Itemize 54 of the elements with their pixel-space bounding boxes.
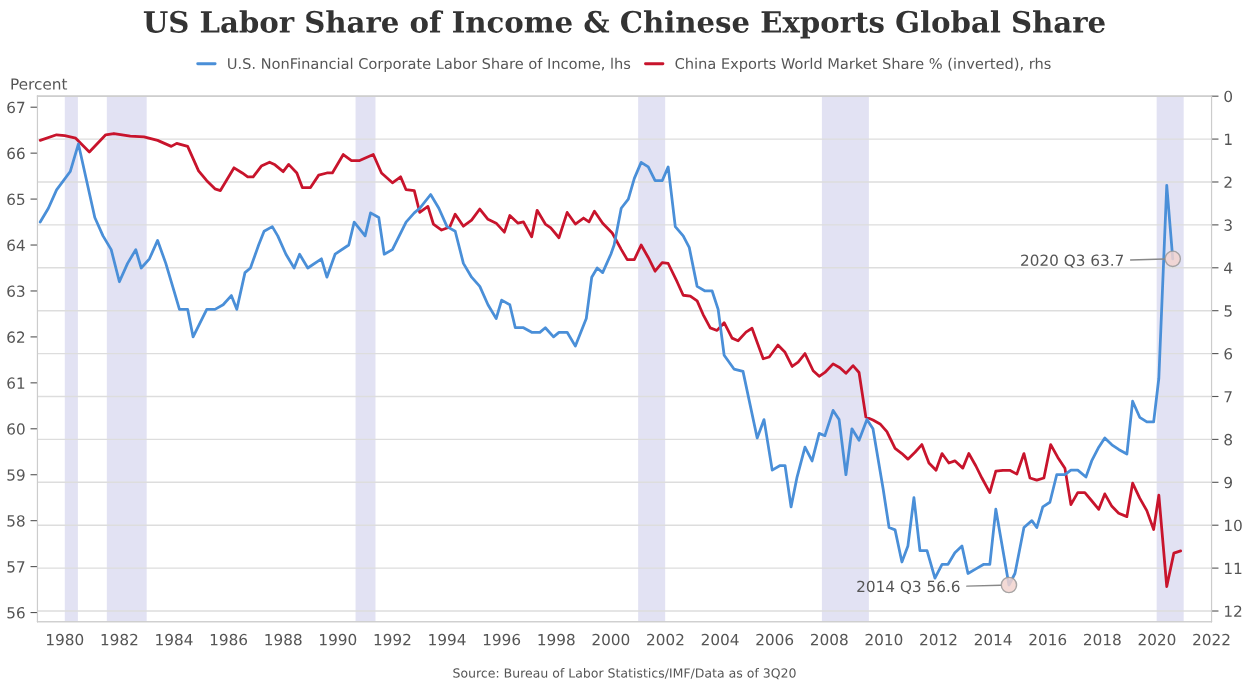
x-tick-label: 2012 bbox=[920, 633, 957, 646]
x-tick-label: 1994 bbox=[429, 633, 466, 646]
y-tick-label: 64 bbox=[7, 239, 25, 252]
x-tick-label: 2008 bbox=[810, 633, 848, 646]
x-tick-label: 2022 bbox=[1193, 633, 1230, 646]
y2-tick-label: 9 bbox=[1224, 476, 1232, 489]
x-tick-label: 1990 bbox=[320, 633, 357, 646]
y-tick-label: 62 bbox=[7, 331, 25, 343]
y-tick-label: 59 bbox=[7, 469, 25, 481]
y-tick-label: 56 bbox=[7, 607, 25, 619]
y-tick-label: 65 bbox=[7, 193, 25, 206]
x-tick-label: 2014 bbox=[974, 633, 1012, 646]
y-tick-label: 66 bbox=[7, 147, 25, 160]
y2-tick-label: 2 bbox=[1224, 176, 1232, 188]
x-tick-label: 2018 bbox=[1083, 633, 1121, 646]
y2-tick-label: 7 bbox=[1224, 391, 1232, 403]
y2-tick-label: 10 bbox=[1225, 519, 1242, 532]
x-tick-label: 2000 bbox=[592, 633, 630, 646]
y2-tick-label: 12 bbox=[1225, 605, 1242, 617]
y2-tick-label: 6 bbox=[1224, 348, 1233, 360]
annotation: 2020 Q3 63.7 bbox=[1021, 254, 1124, 268]
x-tick-label: 1986 bbox=[210, 633, 248, 646]
y-tick-label: 58 bbox=[7, 515, 25, 527]
x-tick-label: 2016 bbox=[1029, 633, 1067, 646]
y2-tick-label: 5 bbox=[1224, 305, 1232, 317]
y2-tick-label: 8 bbox=[1224, 433, 1233, 446]
x-tick-label: 2006 bbox=[756, 633, 794, 646]
x-tick-label: 1996 bbox=[483, 633, 521, 646]
y-tick-label: 63 bbox=[7, 285, 25, 297]
x-tick-label: 2002 bbox=[647, 633, 684, 646]
x-tick-label: 1992 bbox=[374, 633, 411, 646]
x-tick-label: 2020 bbox=[1138, 633, 1176, 646]
x-tick-label: 1984 bbox=[156, 633, 193, 646]
y-axis-title: Percent bbox=[11, 78, 68, 90]
annotation: 2014 Q3 56.6 bbox=[857, 580, 960, 594]
y2-tick-label: 1 bbox=[1225, 133, 1232, 145]
x-tick-label: 1998 bbox=[538, 633, 575, 646]
y2-tick-label: 11 bbox=[1225, 562, 1242, 574]
legend-label: China Exports World Market Share % (inverted), rhs bbox=[675, 57, 1051, 72]
x-tick-label: 2004 bbox=[701, 633, 739, 646]
y-tick-label: 60 bbox=[7, 423, 25, 435]
y-tick-label: 61 bbox=[7, 377, 25, 389]
y-tick-label: 57 bbox=[7, 561, 25, 573]
chart-title: US Labor Share of Income & Chinese Exports Global Share bbox=[143, 10, 1105, 39]
source-note: Source: Bureau of Labor Statistics/IMF/Data as of 3Q20 bbox=[453, 668, 796, 680]
x-tick-label: 1982 bbox=[101, 633, 138, 646]
y2-tick-label: 4 bbox=[1224, 262, 1233, 274]
y2-tick-label: 0 bbox=[1224, 90, 1233, 103]
legend-label: U.S. NonFinancial Corporate Labor Share of Income, lhs bbox=[228, 57, 631, 72]
x-tick-label: 1980 bbox=[47, 633, 84, 646]
y2-tick-label: 3 bbox=[1224, 219, 1232, 231]
x-tick-label: 1988 bbox=[265, 633, 302, 646]
x-tick-label: 2010 bbox=[865, 633, 903, 646]
y-tick-label: 67 bbox=[7, 101, 25, 114]
